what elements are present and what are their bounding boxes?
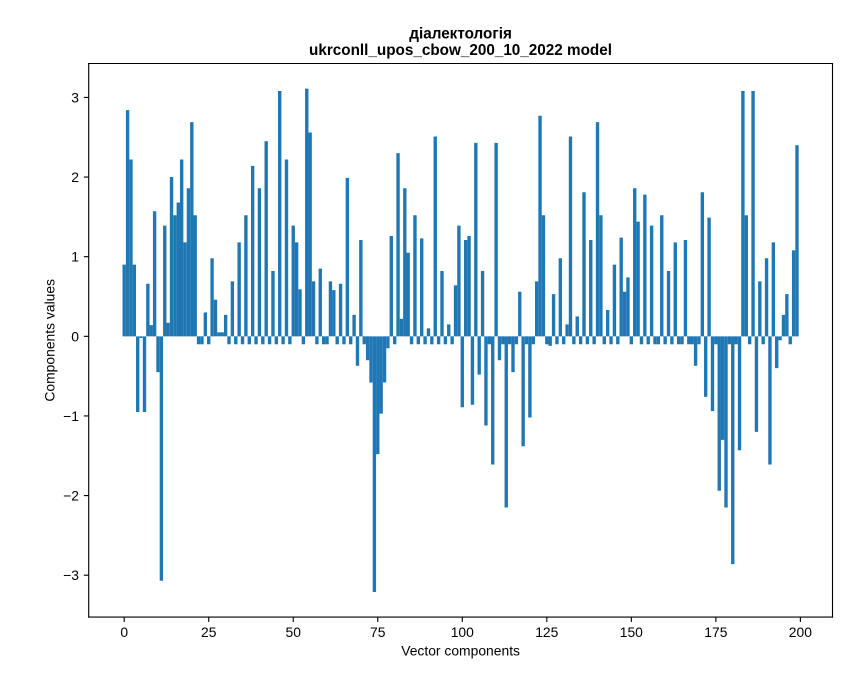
svg-text:125: 125 xyxy=(535,624,558,640)
svg-text:0: 0 xyxy=(71,328,79,344)
svg-text:1: 1 xyxy=(71,249,79,265)
svg-text:150: 150 xyxy=(620,624,643,640)
svg-text:50: 50 xyxy=(286,624,302,640)
svg-text:Components values: Components values xyxy=(42,279,58,402)
svg-text:200: 200 xyxy=(789,624,812,640)
svg-text:−3: −3 xyxy=(63,567,79,583)
svg-text:−2: −2 xyxy=(63,488,79,504)
svg-text:100: 100 xyxy=(451,624,474,640)
svg-text:175: 175 xyxy=(704,624,727,640)
svg-text:−1: −1 xyxy=(63,408,79,424)
svg-text:75: 75 xyxy=(370,624,386,640)
svg-text:діалектологія: діалектологія xyxy=(409,26,512,43)
svg-text:0: 0 xyxy=(120,624,128,640)
svg-text:Vector components: Vector components xyxy=(401,642,520,658)
svg-text:ukrconll_upos_cbow_200_10_2022: ukrconll_upos_cbow_200_10_2022 model xyxy=(309,42,612,59)
svg-text:2: 2 xyxy=(71,169,79,185)
svg-text:3: 3 xyxy=(71,89,79,105)
svg-text:25: 25 xyxy=(201,624,217,640)
